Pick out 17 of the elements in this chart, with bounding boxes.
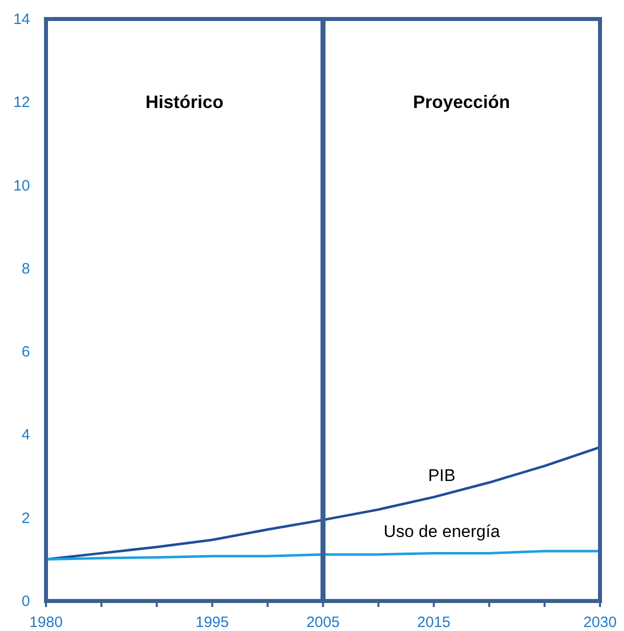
y-tick-label: 4 <box>22 426 30 444</box>
x-tick-label: 1980 <box>29 614 63 631</box>
series-label: PIB <box>428 466 456 486</box>
y-tick-label: 10 <box>13 177 30 194</box>
y-tick-label: 2 <box>22 510 30 527</box>
y-tick-label: 12 <box>13 94 30 112</box>
x-tick-label: 2015 <box>417 614 450 631</box>
x-tick-label: 2005 <box>306 614 340 631</box>
y-tick-label: 8 <box>22 260 30 278</box>
x-tick-label: 2030 <box>583 614 617 631</box>
y-tick-label: 0 <box>22 593 30 610</box>
series-label: Uso de energía <box>384 522 500 542</box>
annotation: Histórico <box>145 92 224 112</box>
annotation: Proyección <box>412 92 510 112</box>
x-tick-label: 1995 <box>196 614 229 631</box>
y-tick-label: 14 <box>13 11 30 28</box>
y-tick-label: 6 <box>22 344 30 361</box>
